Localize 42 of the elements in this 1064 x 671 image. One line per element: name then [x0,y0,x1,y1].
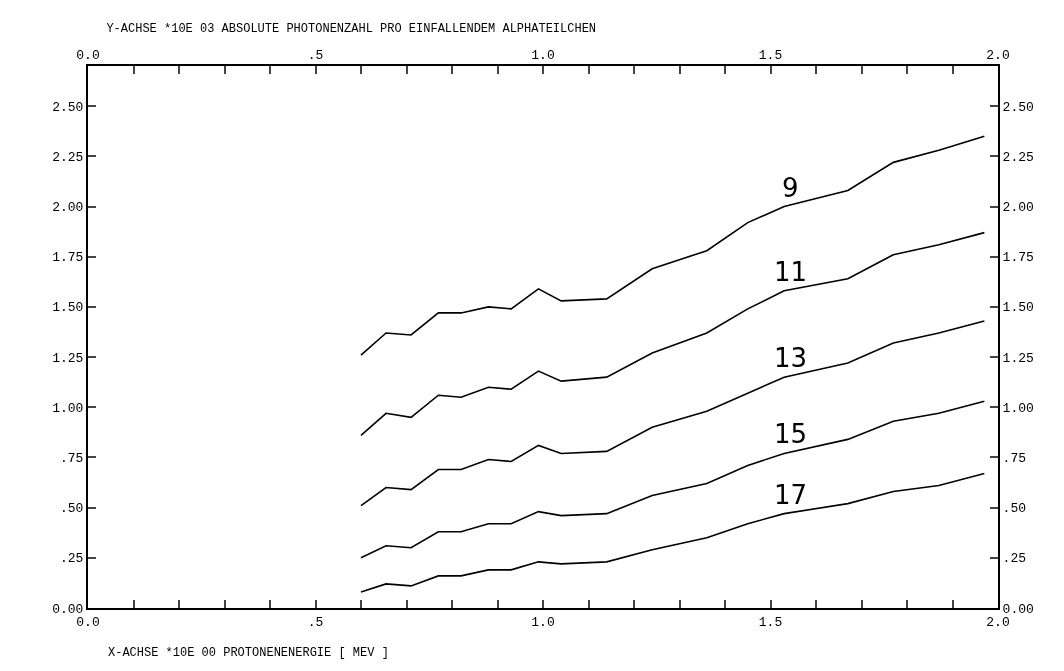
y2-tick-label: .50 [1002,501,1027,517]
y2-tick-label: 1.75 [1002,250,1034,266]
y2-tick-label: .25 [1002,551,1027,567]
x2-tick-label: 2.0 [986,614,1010,630]
x2-tick-label: 0.0 [76,614,100,630]
x-tick-label: .5 [307,47,324,63]
y-tick-label: .50 [59,501,84,517]
y-tick-label: 1.00 [52,400,84,416]
x2-tick-label: .5 [307,614,324,630]
line-series [360,472,986,593]
x-tick-label: 2.0 [986,47,1010,63]
y2-tick-label: 2.50 [1002,99,1034,115]
y2-tick-label: 2.00 [1002,200,1034,216]
chart-title: Y-ACHSE *10E 03 ABSOLUTE PHOTONENZAHL PRO EINFALLENDEM ALPHATEILCHEN [106,21,597,36]
y2-tick-label: 1.25 [1002,350,1034,366]
y-tick-label: .25 [59,551,84,567]
x2-tick-label: 1.5 [758,614,783,630]
y-tick-label: 2.50 [52,99,84,115]
y2-tick-label: 1.50 [1002,300,1034,316]
y2-tick-label: 0.00 [1002,601,1034,617]
y-tick-label: 1.50 [52,300,84,316]
x-axis-title: X-ACHSE *10E 00 PROTONENENERGIE [ MEV ] [108,646,389,660]
x-tick-label: 0.0 [76,47,100,63]
y2-tick-label: 1.00 [1002,400,1034,416]
y2-tick-label: 2.25 [1002,149,1034,165]
y-tick-label: 2.25 [52,149,84,165]
x2-tick-label: 1.0 [531,614,555,630]
y-tick-label: 0.00 [52,601,84,617]
y-tick-label: 2.00 [52,200,84,216]
line-series [360,400,986,559]
y-tick-label: 1.25 [52,350,84,366]
y-tick-label: 1.75 [52,250,84,266]
series-label: 13 [774,343,808,373]
series-label: 15 [774,419,808,449]
series-label: 9 [782,173,799,203]
series-label: 11 [774,257,808,287]
line-series [360,320,986,507]
x-tick-label: 1.5 [758,47,783,63]
y-tick-label: .75 [59,450,84,466]
y2-tick-label: .75 [1002,450,1027,466]
series-label: 17 [774,480,808,510]
x-tick-label: 1.0 [531,47,555,63]
